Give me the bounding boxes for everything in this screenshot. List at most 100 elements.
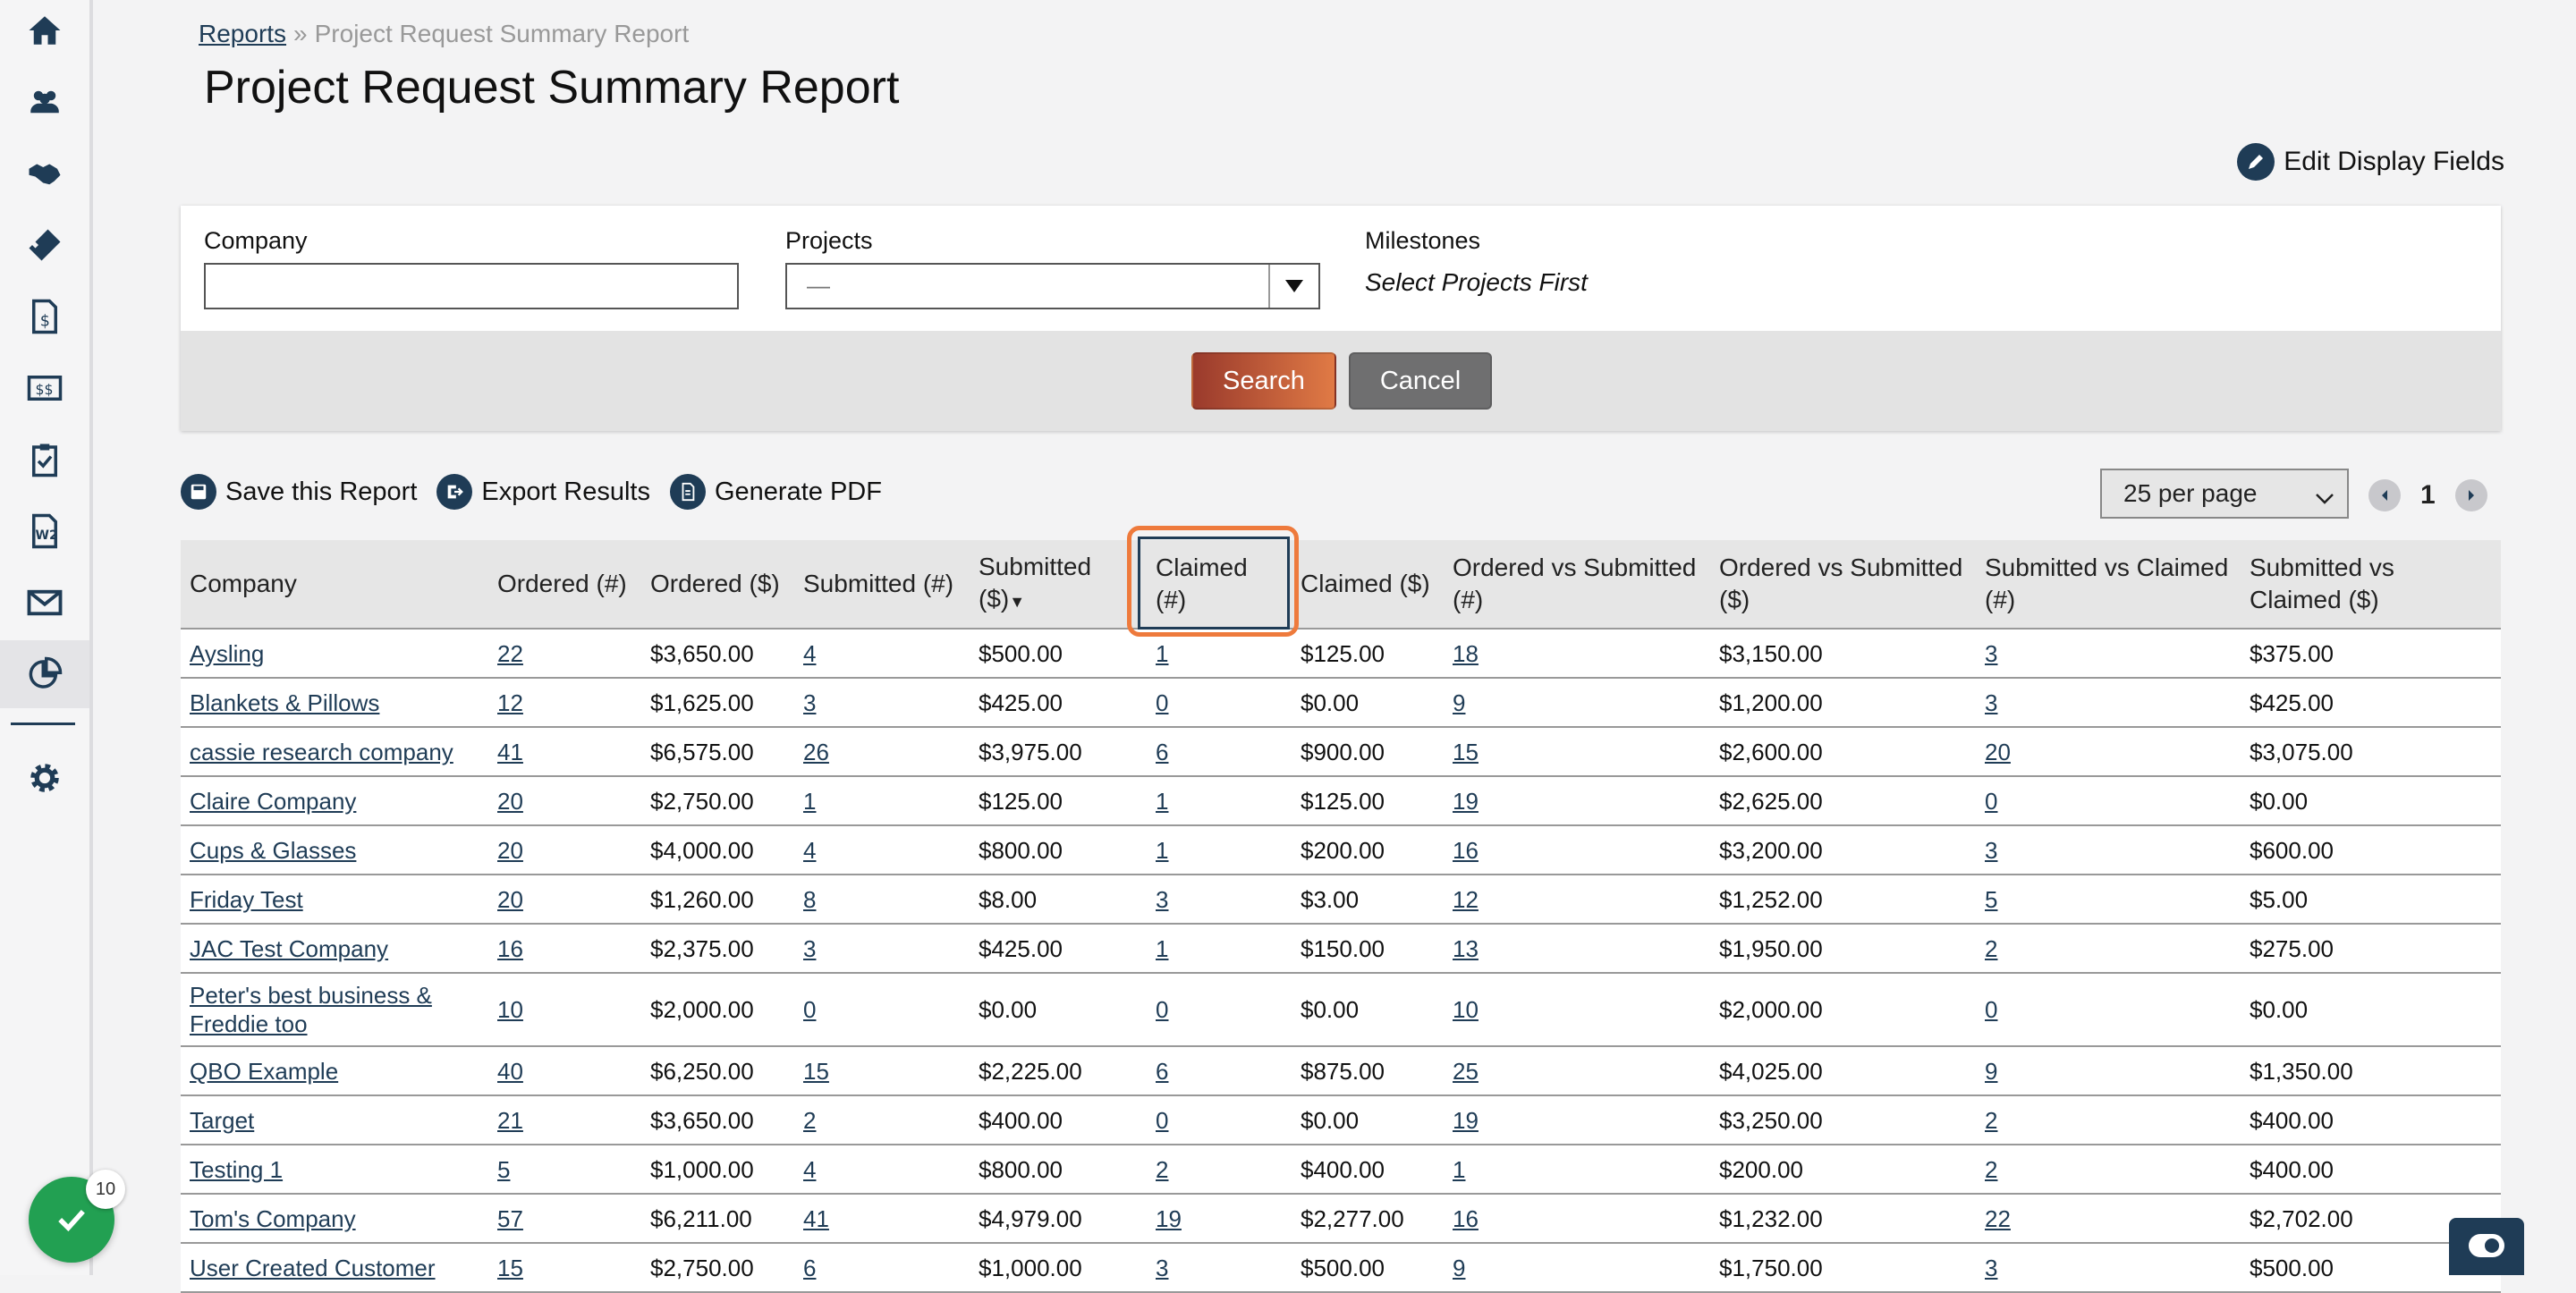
- count-link[interactable]: 1: [1156, 787, 1169, 815]
- company-link[interactable]: Blankets & Pillows: [190, 689, 380, 716]
- breadcrumb-reports-link[interactable]: Reports: [199, 20, 287, 47]
- count-link[interactable]: 21: [497, 1106, 523, 1134]
- col-header-submitted-count[interactable]: Submitted (#): [794, 540, 970, 630]
- count-link[interactable]: 15: [497, 1254, 523, 1281]
- count-link[interactable]: 4: [803, 639, 817, 667]
- count-link[interactable]: 3: [1156, 1254, 1169, 1281]
- count-link[interactable]: 5: [497, 1155, 511, 1183]
- prev-page-button[interactable]: [2368, 479, 2401, 511]
- count-link[interactable]: 13: [1453, 934, 1479, 962]
- nav-w2[interactable]: W2: [0, 497, 89, 565]
- count-link[interactable]: 16: [1453, 1204, 1479, 1232]
- col-header-claimed-amount[interactable]: Claimed ($): [1292, 540, 1444, 630]
- nav-invoices[interactable]: $: [0, 283, 89, 351]
- count-link[interactable]: 20: [497, 836, 523, 864]
- nav-home[interactable]: [0, 0, 89, 64]
- cancel-button[interactable]: Cancel: [1349, 352, 1492, 410]
- count-link[interactable]: 20: [497, 787, 523, 815]
- col-header-company[interactable]: Company: [181, 540, 488, 630]
- count-link[interactable]: 6: [1156, 738, 1169, 765]
- generate-pdf-button[interactable]: Generate PDF: [669, 474, 882, 510]
- nav-mail[interactable]: [0, 569, 89, 637]
- nav-partners[interactable]: [0, 139, 89, 207]
- company-link[interactable]: Peter's best business & Freddie too: [190, 982, 432, 1037]
- nav-tasks[interactable]: [0, 426, 89, 494]
- count-link[interactable]: 3: [1985, 639, 1998, 667]
- col-header-submitted-vs-claimed-count[interactable]: Submitted vs Claimed (#): [1976, 540, 2241, 630]
- count-link[interactable]: 4: [803, 1155, 817, 1183]
- count-link[interactable]: 22: [497, 639, 523, 667]
- count-link[interactable]: 2: [1985, 1106, 1998, 1134]
- count-link[interactable]: 0: [1156, 689, 1169, 716]
- count-link[interactable]: 16: [1453, 836, 1479, 864]
- count-link[interactable]: 4: [803, 836, 817, 864]
- nav-settings[interactable]: [0, 744, 89, 812]
- count-link[interactable]: 1: [1156, 836, 1169, 864]
- count-link[interactable]: 16: [497, 934, 523, 962]
- count-link[interactable]: 0: [1156, 1106, 1169, 1134]
- col-header-claimed-count[interactable]: Claimed (#): [1140, 540, 1292, 630]
- count-link[interactable]: 18: [1453, 639, 1479, 667]
- count-link[interactable]: 2: [803, 1106, 817, 1134]
- count-link[interactable]: 25: [1453, 1057, 1479, 1085]
- col-header-ordered-amount[interactable]: Ordered ($): [641, 540, 794, 630]
- col-header-ordered-vs-submitted-count[interactable]: Ordered vs Submitted (#): [1444, 540, 1710, 630]
- count-link[interactable]: 2: [1156, 1155, 1169, 1183]
- nav-reports[interactable]: [0, 640, 89, 708]
- count-link[interactable]: 6: [1156, 1057, 1169, 1085]
- count-link[interactable]: 20: [497, 885, 523, 913]
- count-link[interactable]: 0: [1985, 996, 1998, 1023]
- count-link[interactable]: 9: [1985, 1057, 1998, 1085]
- count-link[interactable]: 9: [1453, 1254, 1466, 1281]
- per-page-select[interactable]: 25 per page: [2100, 469, 2349, 519]
- count-link[interactable]: 3: [1985, 689, 1998, 716]
- count-link[interactable]: 57: [497, 1204, 523, 1232]
- company-link[interactable]: Testing 1: [190, 1155, 284, 1183]
- company-link[interactable]: JAC Test Company: [190, 934, 389, 962]
- col-header-submitted-amount[interactable]: Submitted ($)▼: [970, 540, 1140, 630]
- company-input[interactable]: [204, 263, 739, 309]
- count-link[interactable]: 3: [1156, 885, 1169, 913]
- col-header-ordered-count[interactable]: Ordered (#): [488, 540, 641, 630]
- company-link[interactable]: cassie research company: [190, 738, 453, 765]
- count-link[interactable]: 3: [803, 934, 817, 962]
- nav-payments[interactable]: $$: [0, 354, 89, 422]
- company-link[interactable]: Claire Company: [190, 787, 357, 815]
- count-link[interactable]: 0: [1985, 787, 1998, 815]
- nav-users[interactable]: [0, 68, 89, 136]
- next-page-button[interactable]: [2454, 479, 2487, 511]
- count-link[interactable]: 26: [803, 738, 829, 765]
- export-results-button[interactable]: Export Results: [436, 474, 650, 510]
- count-link[interactable]: 41: [497, 738, 523, 765]
- count-link[interactable]: 2: [1985, 1155, 1998, 1183]
- count-link[interactable]: 10: [497, 996, 523, 1023]
- count-link[interactable]: 1: [1156, 934, 1169, 962]
- count-link[interactable]: 3: [1985, 836, 1998, 864]
- count-link[interactable]: 40: [497, 1057, 523, 1085]
- count-link[interactable]: 8: [803, 885, 817, 913]
- count-link[interactable]: 19: [1453, 1106, 1479, 1134]
- count-link[interactable]: 6: [803, 1254, 817, 1281]
- count-link[interactable]: 19: [1156, 1204, 1182, 1232]
- company-link[interactable]: Cups & Glasses: [190, 836, 357, 864]
- projects-select[interactable]: —: [785, 263, 1320, 309]
- count-link[interactable]: 5: [1985, 885, 1998, 913]
- count-link[interactable]: 0: [1156, 996, 1169, 1023]
- save-report-button[interactable]: Save this Report: [181, 474, 417, 510]
- count-link[interactable]: 22: [1985, 1204, 2011, 1232]
- edit-display-fields-button[interactable]: Edit Display Fields: [2237, 143, 2504, 181]
- count-link[interactable]: 12: [497, 689, 523, 716]
- count-link[interactable]: 9: [1453, 689, 1466, 716]
- count-link[interactable]: 10: [1453, 996, 1479, 1023]
- count-link[interactable]: 20: [1985, 738, 2011, 765]
- company-link[interactable]: Target: [190, 1106, 255, 1134]
- count-link[interactable]: 2: [1985, 934, 1998, 962]
- company-link[interactable]: User Created Customer: [190, 1254, 436, 1281]
- count-link[interactable]: 3: [1985, 1254, 1998, 1281]
- company-link[interactable]: QBO Example: [190, 1057, 339, 1085]
- chat-widget-button[interactable]: [2449, 1218, 2524, 1275]
- count-link[interactable]: 15: [1453, 738, 1479, 765]
- count-link[interactable]: 19: [1453, 787, 1479, 815]
- count-link[interactable]: 15: [803, 1057, 829, 1085]
- count-link[interactable]: 0: [803, 996, 817, 1023]
